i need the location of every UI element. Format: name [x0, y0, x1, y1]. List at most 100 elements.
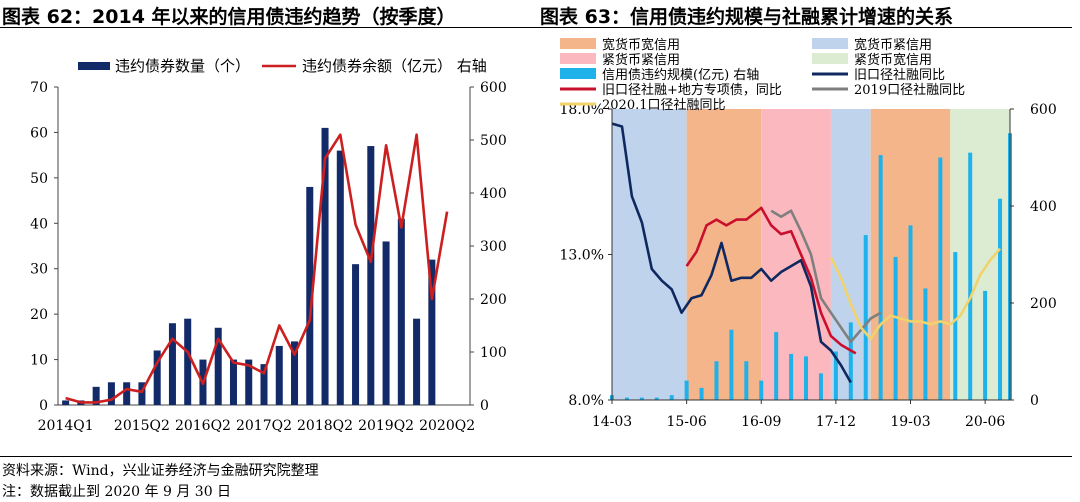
right-tick-label: 200	[1030, 296, 1057, 312]
x-tick-label: 17-12	[816, 414, 856, 430]
bar-default-volume	[893, 256, 898, 400]
left-tick-label: 13.0%	[560, 248, 604, 264]
right-tick-label: 300	[480, 239, 507, 255]
line-social-financing-growth	[611, 122, 852, 384]
x-tick-label: 2020Q2	[419, 418, 475, 434]
bar-default-count	[123, 382, 131, 405]
bottom-rule	[0, 456, 1072, 457]
legend-label: 紧货币紧信用	[602, 52, 680, 68]
x-tick-label: 14-03	[592, 414, 632, 430]
x-tick-label: 2016Q2	[175, 418, 231, 434]
bar-default-count	[306, 186, 314, 405]
bar-default-volume	[923, 288, 928, 400]
bar-default-volume	[953, 252, 958, 400]
source-note: 资料来源：Wind，兴业证券经济与金融研究院整理	[2, 463, 319, 479]
bar-default-volume	[654, 397, 659, 400]
x-tick-label: 2019Q2	[358, 418, 414, 434]
left-tick-label: 30	[30, 262, 48, 278]
bar-default-volume	[774, 332, 779, 400]
bar-default-volume	[669, 395, 674, 400]
chart-63-default-vs-social-financing: 8.0% 13.0% 18.0% 0 200 400 600 14-03 15-06 16-09 1…	[560, 37, 1057, 430]
x-tick-label: 2018Q2	[297, 418, 353, 434]
bar-default-volume	[699, 387, 704, 400]
legend-swatch-patch	[812, 53, 848, 64]
legend-label: 宽货币宽信用	[602, 37, 680, 53]
bar-default-volume	[714, 361, 719, 400]
left-tick-label: 20	[30, 307, 48, 323]
bar-default-count	[62, 400, 70, 405]
bar-default-volume	[908, 225, 913, 400]
bar-default-count	[367, 146, 375, 406]
left-tick-label: 8.0%	[568, 393, 604, 409]
left-tick-label: 10	[30, 353, 48, 369]
left-tick-label: 18.0%	[560, 102, 604, 118]
bar-default-volume	[789, 353, 794, 400]
x-tick-label: 2014Q1	[38, 418, 94, 434]
chart-62-default-trend: 0 10 20 30 40 50 60 70 0 100 200 300 400 500 600 2014Q1…	[30, 57, 507, 434]
right-tick-label: 200	[480, 292, 507, 308]
legend-label-line: 违约债券余额（亿元） 右轴	[302, 57, 487, 75]
bar-default-count	[92, 386, 100, 405]
bar-default-count	[382, 241, 390, 405]
x-tick-label: 2015Q2	[114, 418, 170, 434]
right-tick-label: 400	[1030, 199, 1057, 215]
bar-default-volume	[744, 361, 749, 400]
bar-default-volume	[804, 356, 809, 400]
bar-default-volume	[863, 235, 868, 400]
bar-default-count	[214, 327, 222, 405]
legend-swatch-patch	[560, 53, 596, 64]
bar-default-volume	[848, 322, 853, 400]
x-tick-label: 2017Q2	[236, 418, 292, 434]
bar-default-count	[107, 382, 115, 405]
bar-default-count	[397, 218, 405, 405]
bar-default-volume	[759, 380, 764, 400]
left-tick-label: 50	[30, 171, 48, 187]
bar-default-count	[291, 341, 299, 405]
bar-default-volume	[639, 397, 644, 400]
legend-label: 旧口径社融同比	[854, 67, 945, 83]
bar-default-volume	[624, 397, 629, 400]
bar-default-count	[138, 382, 146, 405]
x-tick-label: 16-09	[741, 414, 781, 430]
bar-default-count	[245, 359, 253, 405]
bar-default-count	[275, 345, 283, 405]
right-tick-label: 100	[480, 345, 507, 361]
bar-default-count	[321, 127, 329, 405]
bar-default-count	[168, 323, 176, 405]
bar-default-volume	[938, 157, 943, 400]
right-tick-label: 0	[1030, 393, 1039, 409]
chart-62-title: 图表 62：2014 年以来的信用债违约趋势（按季度）	[2, 6, 456, 28]
bar-default-volume	[818, 373, 823, 400]
chart-63-title: 图表 63：信用债违约规模与社融累计增速的关系	[540, 6, 954, 28]
legend-swatch-patch	[560, 38, 596, 49]
background-band	[761, 109, 831, 400]
bar-default-count	[153, 350, 161, 405]
right-tick-label: 0	[480, 398, 489, 414]
x-tick-label: 15-06	[666, 414, 706, 430]
right-tick-label: 500	[480, 133, 507, 149]
legend-swatch-patch	[560, 68, 596, 79]
left-tick-label: 0	[39, 398, 48, 414]
right-tick-label: 600	[1030, 102, 1057, 118]
bar-default-volume	[998, 198, 1003, 400]
legend-label-bar: 违约债券数量（个）	[115, 57, 250, 75]
line-social-financing-growth	[685, 206, 857, 355]
bar-default-volume	[968, 152, 973, 400]
legend-swatch-bar	[78, 62, 110, 70]
x-tick-label: 19-03	[890, 414, 930, 430]
right-tick-label: 600	[480, 80, 507, 96]
line-social-financing-growth	[829, 247, 1001, 341]
right-tick-label: 400	[480, 186, 507, 202]
bar-default-volume	[684, 380, 689, 400]
left-tick-label: 60	[30, 125, 48, 141]
legend-label: 旧口径社融+地方专项债，同比	[602, 82, 782, 98]
left-tick-label: 40	[30, 216, 48, 232]
legend-label: 信用债违约规模(亿元) 右轴	[602, 68, 759, 83]
legend-swatch-patch	[812, 38, 848, 49]
bar-default-count	[413, 318, 421, 405]
line-default-balance	[65, 133, 449, 404]
bar-default-count	[184, 318, 192, 405]
date-note: 注：数据截止到 2020 年 9 月 30 日	[2, 484, 232, 500]
bar-default-volume	[729, 329, 734, 400]
bar-default-volume	[983, 290, 988, 400]
